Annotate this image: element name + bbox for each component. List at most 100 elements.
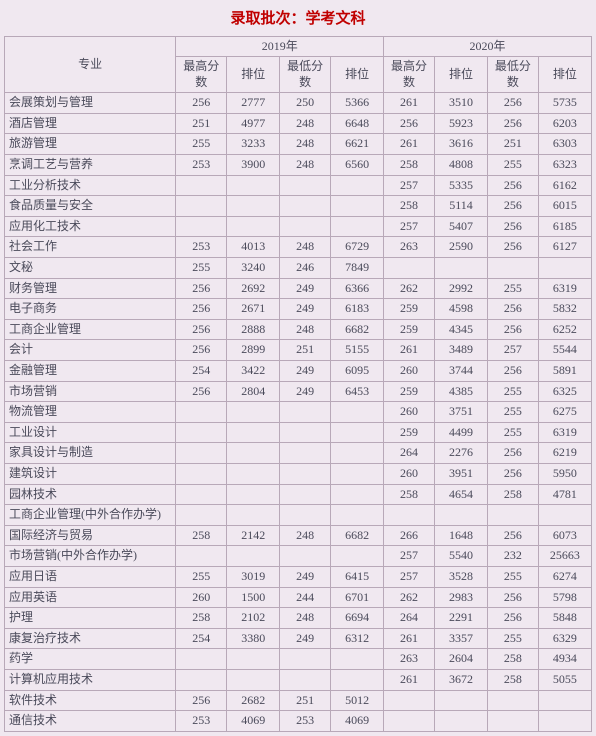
cell-r19l: 6682 bbox=[331, 525, 384, 546]
cell-l20: 256 bbox=[488, 463, 539, 484]
cell-l20: 256 bbox=[488, 443, 539, 464]
cell-h19: 253 bbox=[176, 711, 227, 732]
cell-h20: 259 bbox=[384, 422, 435, 443]
cell-r19l: 5012 bbox=[331, 690, 384, 711]
cell-h20: 257 bbox=[384, 566, 435, 587]
cell-r20l: 5735 bbox=[538, 93, 591, 114]
cell-h19 bbox=[176, 546, 227, 567]
cell-r19l bbox=[331, 196, 384, 217]
cell-r19h: 3422 bbox=[227, 361, 280, 382]
cell-l19 bbox=[280, 443, 331, 464]
cell-l20: 256 bbox=[488, 196, 539, 217]
cell-r20l: 6073 bbox=[538, 525, 591, 546]
cell-r19l: 6560 bbox=[331, 155, 384, 176]
table-row: 财务管理2562692249636626229922556319 bbox=[5, 278, 592, 299]
cell-l19: 244 bbox=[280, 587, 331, 608]
cell-h20: 261 bbox=[384, 669, 435, 690]
table-row: 国际经济与贸易2582142248668226616482566073 bbox=[5, 525, 592, 546]
cell-l19: 251 bbox=[280, 690, 331, 711]
cell-r19h: 2671 bbox=[227, 299, 280, 320]
cell-major: 康复治疗技术 bbox=[5, 628, 176, 649]
cell-h19 bbox=[176, 649, 227, 670]
cell-r19h bbox=[227, 649, 280, 670]
cell-r19l bbox=[331, 422, 384, 443]
cell-r19l: 6694 bbox=[331, 608, 384, 629]
col-max-rank-20: 排位 bbox=[434, 57, 487, 93]
cell-r20h: 5335 bbox=[434, 175, 487, 196]
cell-l19 bbox=[280, 669, 331, 690]
cell-h20: 263 bbox=[384, 649, 435, 670]
cell-l20: 256 bbox=[488, 608, 539, 629]
cell-r19l: 7849 bbox=[331, 258, 384, 279]
cell-r20h: 5540 bbox=[434, 546, 487, 567]
cell-h20: 262 bbox=[384, 278, 435, 299]
cell-h19: 256 bbox=[176, 690, 227, 711]
cell-l19 bbox=[280, 649, 331, 670]
cell-h19: 258 bbox=[176, 525, 227, 546]
table-row: 软件技术25626822515012 bbox=[5, 690, 592, 711]
cell-l19 bbox=[280, 505, 331, 526]
cell-r19l: 6095 bbox=[331, 361, 384, 382]
cell-h19: 256 bbox=[176, 299, 227, 320]
col-2020: 2020年 bbox=[384, 36, 592, 57]
cell-l19 bbox=[280, 402, 331, 423]
cell-h20: 258 bbox=[384, 155, 435, 176]
cell-h20: 266 bbox=[384, 525, 435, 546]
cell-major: 建筑设计 bbox=[5, 463, 176, 484]
cell-h20: 261 bbox=[384, 93, 435, 114]
cell-major: 酒店管理 bbox=[5, 113, 176, 134]
cell-r20h: 3528 bbox=[434, 566, 487, 587]
table-row: 会展策划与管理2562777250536626135102565735 bbox=[5, 93, 592, 114]
table-row: 社会工作2534013248672926325902566127 bbox=[5, 237, 592, 258]
cell-h20: 258 bbox=[384, 484, 435, 505]
table-row: 应用化工技术25754072566185 bbox=[5, 216, 592, 237]
cell-h20: 256 bbox=[384, 113, 435, 134]
cell-r20l: 6325 bbox=[538, 381, 591, 402]
cell-h19 bbox=[176, 216, 227, 237]
cell-r20l: 6303 bbox=[538, 134, 591, 155]
cell-h19: 253 bbox=[176, 155, 227, 176]
cell-r20h: 3951 bbox=[434, 463, 487, 484]
cell-r20l bbox=[538, 258, 591, 279]
col-min-rank-19: 排位 bbox=[331, 57, 384, 93]
cell-r20h bbox=[434, 711, 487, 732]
table-row: 烹调工艺与营养2533900248656025848082556323 bbox=[5, 155, 592, 176]
cell-h20: 261 bbox=[384, 340, 435, 361]
cell-r20l: 6015 bbox=[538, 196, 591, 217]
cell-h19: 256 bbox=[176, 278, 227, 299]
cell-r19h: 3233 bbox=[227, 134, 280, 155]
cell-h20: 258 bbox=[384, 196, 435, 217]
table-title: 录取批次：学考文科 bbox=[5, 4, 592, 36]
cell-h19: 256 bbox=[176, 93, 227, 114]
cell-r19l bbox=[331, 175, 384, 196]
cell-r19h: 2888 bbox=[227, 319, 280, 340]
cell-major: 文秘 bbox=[5, 258, 176, 279]
table-row: 酒店管理2514977248664825659232566203 bbox=[5, 113, 592, 134]
cell-h20 bbox=[384, 690, 435, 711]
cell-r20l: 6274 bbox=[538, 566, 591, 587]
cell-r20h: 4385 bbox=[434, 381, 487, 402]
cell-l19 bbox=[280, 463, 331, 484]
cell-r19l bbox=[331, 649, 384, 670]
cell-l19: 249 bbox=[280, 278, 331, 299]
cell-r20h: 4654 bbox=[434, 484, 487, 505]
cell-r19l: 6729 bbox=[331, 237, 384, 258]
cell-r20l: 6323 bbox=[538, 155, 591, 176]
cell-r19h: 3900 bbox=[227, 155, 280, 176]
cell-r20h bbox=[434, 690, 487, 711]
cell-l19: 248 bbox=[280, 525, 331, 546]
col-max-score-19: 最高分数 bbox=[176, 57, 227, 93]
cell-r20l: 6162 bbox=[538, 175, 591, 196]
table-row: 工商企业管理(中外合作办学) bbox=[5, 505, 592, 526]
cell-h19 bbox=[176, 505, 227, 526]
cell-r19h bbox=[227, 505, 280, 526]
cell-l20: 256 bbox=[488, 525, 539, 546]
cell-r19l bbox=[331, 443, 384, 464]
cell-r19l bbox=[331, 484, 384, 505]
table-row: 工商企业管理2562888248668225943452566252 bbox=[5, 319, 592, 340]
cell-major: 旅游管理 bbox=[5, 134, 176, 155]
cell-h19 bbox=[176, 402, 227, 423]
cell-l20: 258 bbox=[488, 669, 539, 690]
cell-r19h: 2142 bbox=[227, 525, 280, 546]
cell-major: 物流管理 bbox=[5, 402, 176, 423]
